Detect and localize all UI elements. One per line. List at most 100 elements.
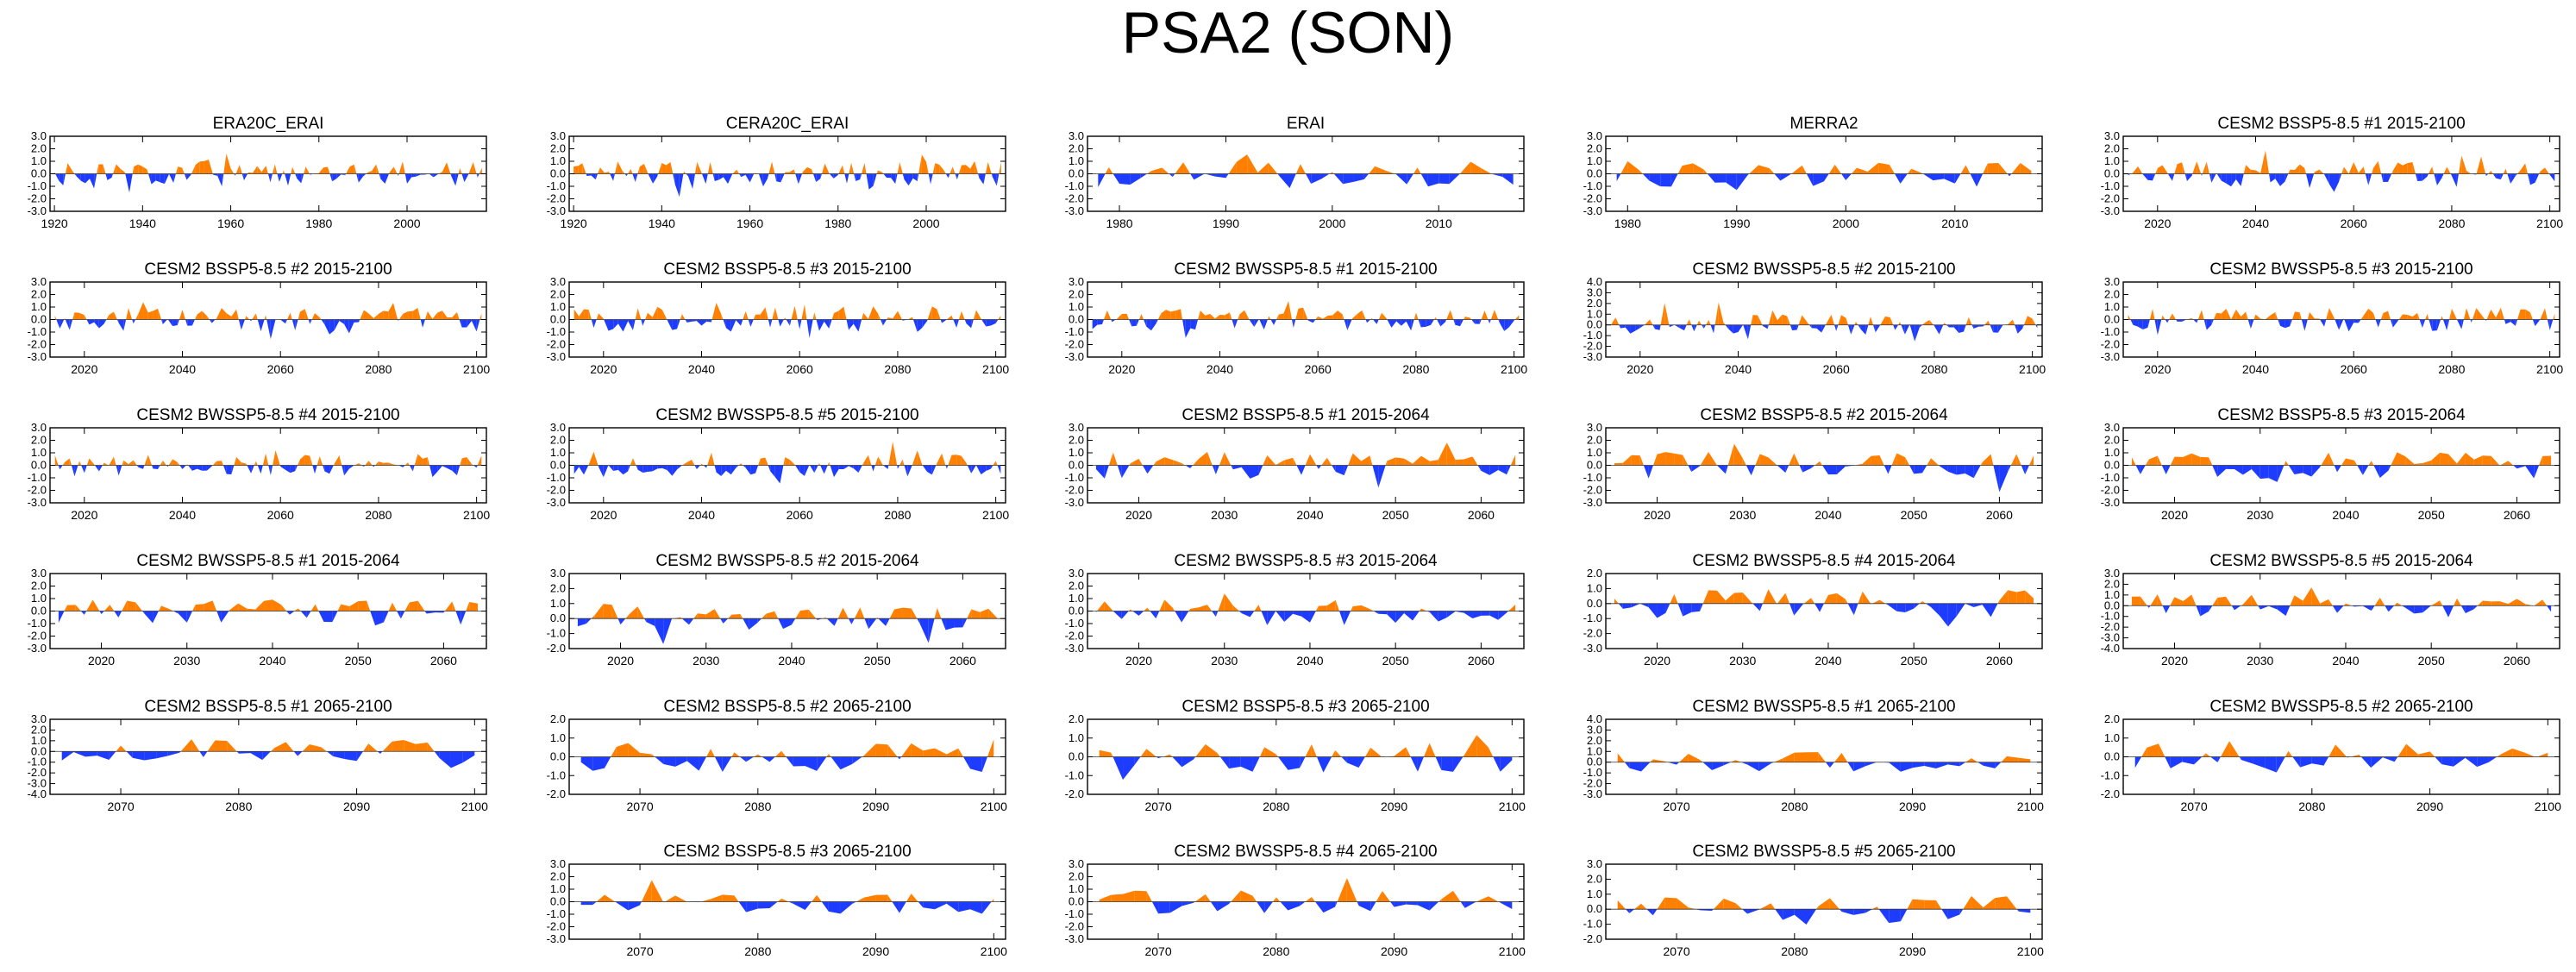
positive-area xyxy=(906,894,912,902)
negative-area xyxy=(2191,173,2193,176)
negative-area xyxy=(1181,756,1194,768)
y-tick-label: 2.0 xyxy=(1069,870,1084,883)
positive-area xyxy=(2353,162,2359,174)
y-tick-label: 1.0 xyxy=(550,597,566,610)
positive-area xyxy=(1650,319,1653,325)
positive-area xyxy=(2523,752,2535,757)
negative-area xyxy=(251,319,253,322)
negative-area xyxy=(749,173,755,183)
positive-area xyxy=(86,458,90,466)
positive-area xyxy=(1129,463,1131,466)
negative-area xyxy=(158,465,160,470)
negative-area xyxy=(132,319,134,324)
negative-area xyxy=(1363,173,1369,179)
y-tick-label: -3.0 xyxy=(547,204,566,217)
negative-area xyxy=(605,756,611,768)
positive-area xyxy=(1295,308,1299,320)
negative-area xyxy=(758,173,763,187)
positive-area xyxy=(1214,314,1220,320)
x-tick-label: 2040 xyxy=(169,508,196,522)
negative-area xyxy=(81,465,85,473)
positive-area xyxy=(1464,317,1470,320)
negative-area xyxy=(975,465,981,475)
positive-area xyxy=(1820,461,1823,466)
negative-area xyxy=(344,751,357,762)
positive-area xyxy=(1305,744,1312,757)
positive-area xyxy=(682,462,687,466)
positive-area xyxy=(1332,750,1336,757)
negative-area xyxy=(2142,319,2148,329)
x-tick-label: 1980 xyxy=(1614,216,1641,230)
negative-area xyxy=(2402,605,2406,608)
y-tick-label: -3.0 xyxy=(1065,932,1084,945)
negative-area xyxy=(1215,611,1219,618)
positive-area xyxy=(1218,593,1225,611)
negative-area xyxy=(2323,756,2329,766)
positive-area xyxy=(2149,308,2153,320)
positive-area xyxy=(274,164,278,174)
positive-area xyxy=(1510,455,1516,466)
positive-area xyxy=(1298,307,1304,320)
positive-area xyxy=(109,311,114,320)
negative-area xyxy=(84,465,87,473)
positive-area xyxy=(2397,743,2407,757)
negative-area xyxy=(1816,324,1822,333)
negative-area xyxy=(329,465,334,474)
negative-area xyxy=(1841,173,1846,180)
negative-area xyxy=(2436,173,2442,185)
negative-area xyxy=(1215,173,1226,179)
y-tick-label: 1.0 xyxy=(1587,446,1602,459)
panel-title: CESM2 BWSSP5-8.5 #5 2015-2100 xyxy=(655,406,918,424)
positive-area xyxy=(617,161,623,174)
x-tick-label: 2020 xyxy=(1125,654,1152,668)
negative-area xyxy=(1390,901,1395,907)
positive-area xyxy=(1161,310,1166,320)
negative-area xyxy=(1261,611,1268,625)
positive-area xyxy=(2328,307,2335,320)
panel-17: CESM2 BWSSP5-8.5 #2 2015-20643.02.01.00.… xyxy=(547,552,1006,668)
positive-area xyxy=(1311,896,1316,902)
positive-area xyxy=(1375,166,1386,174)
positive-area xyxy=(447,317,453,320)
panel-title: CESM2 BSSP5-8.5 #1 2015-2064 xyxy=(1181,406,1430,424)
negative-area xyxy=(1407,173,1413,185)
positive-area xyxy=(1181,463,1186,466)
positive-area xyxy=(291,166,293,174)
negative-area xyxy=(1158,901,1170,914)
positive-area xyxy=(874,456,879,466)
positive-area xyxy=(1924,320,1930,325)
positive-area xyxy=(1175,309,1181,320)
positive-area xyxy=(785,457,790,466)
negative-area xyxy=(2259,605,2269,610)
negative-area xyxy=(1947,909,1960,919)
positive-area xyxy=(158,605,161,611)
negative-area xyxy=(268,465,271,476)
negative-area xyxy=(1300,756,1306,768)
negative-area xyxy=(624,173,627,177)
positive-area xyxy=(1429,743,1436,757)
negative-area xyxy=(1185,465,1191,468)
negative-area xyxy=(126,751,133,758)
negative-area xyxy=(1344,611,1351,625)
negative-area xyxy=(2140,465,2146,474)
positive-area xyxy=(283,170,285,174)
y-tick-label: -2.0 xyxy=(28,630,47,643)
positive-area xyxy=(442,310,448,320)
negative-area xyxy=(608,465,614,471)
positive-area xyxy=(1965,758,1971,762)
panel-title: CESM2 BSSP5-8.5 #3 2015-2064 xyxy=(2217,406,2466,424)
positive-area xyxy=(1130,609,1133,611)
negative-area xyxy=(2165,605,2171,614)
negative-area xyxy=(1947,465,1957,475)
negative-area xyxy=(1315,901,1324,913)
negative-area xyxy=(332,611,338,623)
negative-area xyxy=(2201,173,2202,176)
positive-area xyxy=(113,164,116,174)
positive-area xyxy=(1806,752,1819,762)
positive-area xyxy=(1752,315,1758,325)
positive-area xyxy=(707,161,711,174)
positive-area xyxy=(1614,599,1619,604)
negative-area xyxy=(878,618,887,626)
y-tick-label: -2.0 xyxy=(1583,932,1602,945)
y-tick-label: 2.0 xyxy=(31,434,47,447)
